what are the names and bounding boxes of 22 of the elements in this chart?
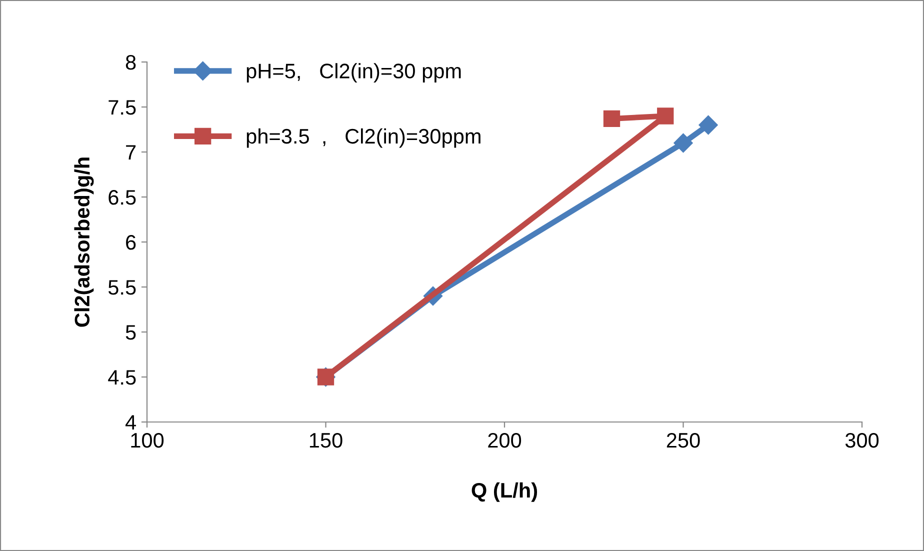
point [657,108,674,124]
y-tick-label: 7 [126,145,136,160]
point [603,110,620,128]
x-tick-label: 250 [666,432,700,448]
point [698,115,718,135]
y-tick-label: 6 [126,235,136,250]
y-tick-label: 7.5 [108,100,136,115]
x-axis-title: Q (L/h) [472,482,538,502]
legend-label: ph=3.5 , Cl2(in)=30ppm [246,128,480,148]
point [674,133,693,153]
x-tick-label: 150 [310,432,342,448]
x-tick-label: 300 [845,432,879,448]
x-tick-label: 100 [131,432,164,448]
legend-label: pH=5, Cl2(in)=30 ppm [246,63,461,83]
y-axis-title: Cl2(adsorbed)g/h [74,158,94,327]
x-tick-label: 200 [488,432,522,448]
y-tick-label: 6.5 [108,190,136,205]
y-tick-label: 5 [126,325,136,340]
y-tick-label: 4 [125,415,136,430]
y-tick-label: 5.5 [108,280,136,295]
y-tick-label: 4.5 [108,370,136,385]
y-tick-label: 8 [126,55,136,70]
